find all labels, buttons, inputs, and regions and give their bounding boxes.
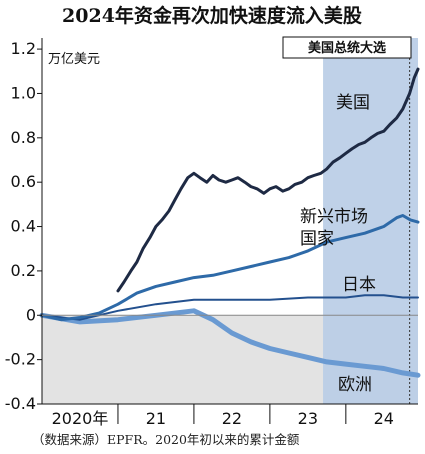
unit-label: 万亿美元 [48,52,100,67]
source-note: （数据来源）EPFR。2020年初以来的累计金额 [32,432,300,447]
annotation-box [282,36,412,59]
series-label-japan: 日本 [342,275,376,295]
election-annotation: 美国总统大选 [282,36,412,59]
x-tick-label: 2020年 [52,409,109,428]
series-label-us: 美国 [336,93,370,113]
x-tick-label: 21 [146,409,166,428]
highlight-band [323,38,418,404]
y-tick-label: 0.2 [11,261,36,280]
x-tick-label: 24 [374,409,394,428]
y-tick-label: 0.6 [11,172,36,191]
series-line-europe [39,308,421,378]
y-tick-label: 0.4 [11,217,36,236]
series-line-japan [41,294,419,321]
y-tick-label: -0.2 [5,350,36,369]
series-line-emerging [40,214,420,322]
x-tick-label: 23 [298,409,318,428]
series-label-emerging: 新兴市场 [300,207,368,227]
y-tick-label: 0.8 [11,128,36,147]
y-tick-label: 0 [26,305,36,324]
series-label-europe: 欧洲 [338,375,372,395]
y-tick-label: 1.0 [11,83,36,102]
series-label-emerging: 国家 [300,229,334,249]
chart-title: 2024年资金再次加快速度流入美股 [62,4,362,27]
axes-layer: 1.2 1.0 0.8 0.6 0.4 0.2 0 -0.2 -0.4 2020年 21 22 23 24 [5,38,418,428]
series-layer [39,67,421,378]
x-tick-label: 22 [222,409,242,428]
annotation-text: 美国总统大选 [308,40,386,56]
series-line-us [116,67,420,293]
y-tick-label: 1.2 [11,39,36,58]
y-tick-label: -0.4 [5,394,36,413]
